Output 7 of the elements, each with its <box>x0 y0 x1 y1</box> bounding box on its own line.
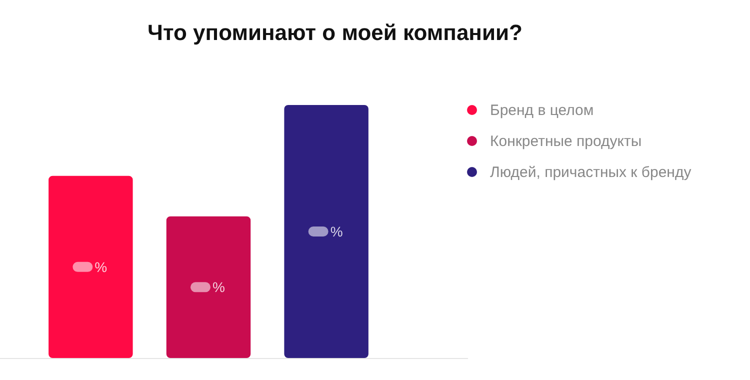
legend-label: Конкретные продукты <box>490 133 642 150</box>
annotation: % <box>212 279 225 296</box>
annotation: % <box>330 224 343 240</box>
legend-label: Людей, причастных к бренду <box>490 164 692 181</box>
legend-label: Бренд в целом <box>490 102 594 119</box>
annotation: % <box>94 258 108 275</box>
chart-title: Что упоминают о моей компании? <box>148 20 522 45</box>
